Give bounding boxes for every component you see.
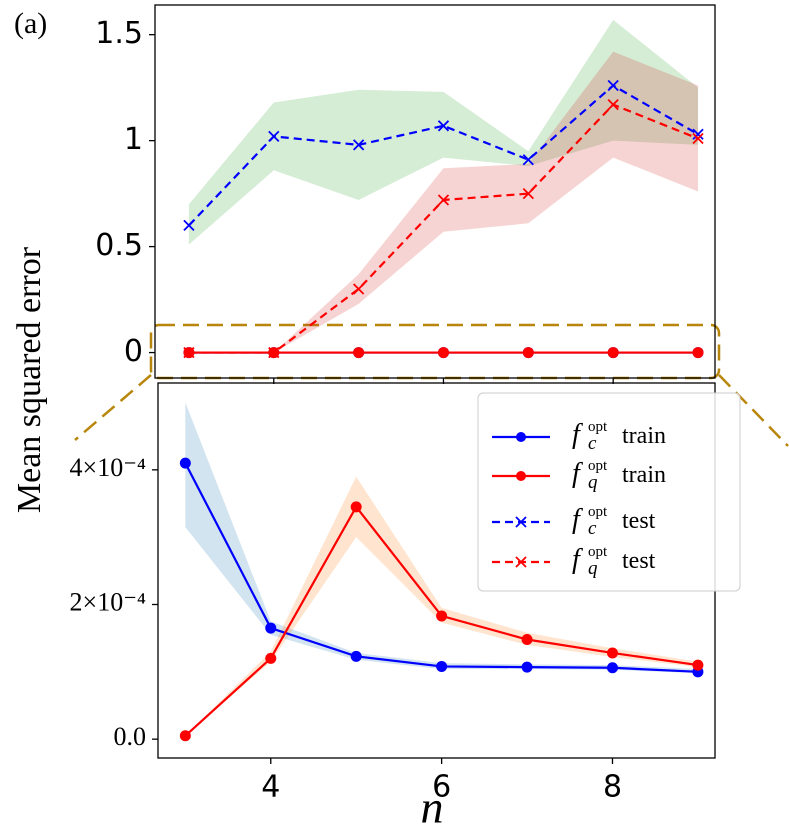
- y-tick-label: 0.5: [95, 228, 143, 263]
- marker: [607, 98, 619, 111]
- marker: [522, 154, 534, 166]
- marker: [268, 130, 280, 143]
- marker: [352, 283, 365, 295]
- legend-marker: [516, 432, 526, 442]
- marker: [607, 347, 619, 359]
- legend-label: f opt c test: [572, 504, 656, 539]
- zoom-connector: [74, 374, 152, 441]
- x-tick-label: 4: [261, 770, 280, 805]
- legend-label: f opt q test: [572, 544, 656, 579]
- marker: [265, 622, 277, 634]
- y-axis-label: Mean squared error: [11, 246, 48, 513]
- legend-label: f opt q train: [572, 458, 666, 493]
- marker: [607, 79, 619, 92]
- marker: [521, 661, 533, 673]
- marker: [437, 194, 450, 206]
- legend-label: f opt c train: [572, 419, 666, 454]
- legend-marker: [515, 516, 527, 528]
- marker: [350, 501, 362, 513]
- y-tick-label: 1: [124, 122, 143, 157]
- marker: [437, 347, 449, 359]
- y-tick-label: 4×10⁻⁴: [70, 453, 146, 482]
- marker: [352, 139, 365, 151]
- marker: [522, 187, 534, 200]
- marker: [606, 647, 618, 659]
- marker: [353, 347, 365, 359]
- marker: [437, 120, 450, 132]
- error-band: [188, 19, 699, 245]
- x-axis-label: n: [421, 782, 444, 833]
- marker: [183, 346, 195, 359]
- legend-marker: [515, 556, 527, 568]
- marker: [522, 347, 534, 359]
- plot-frame: [154, 4, 716, 379]
- marker: [692, 659, 704, 671]
- y-tick-label: 0.0: [114, 722, 147, 751]
- marker: [183, 219, 195, 232]
- legend-frame: [477, 392, 741, 592]
- legend-marker: [516, 471, 526, 481]
- marker: [436, 610, 448, 622]
- marker: [350, 650, 362, 662]
- marker: [179, 457, 191, 469]
- y-tick-label: 0: [124, 334, 143, 369]
- y-tick-label: 2×10⁻⁴: [70, 587, 146, 616]
- marker: [265, 652, 277, 664]
- marker: [436, 660, 448, 672]
- zoom-connector: [718, 374, 789, 447]
- marker: [692, 347, 704, 359]
- marker: [692, 128, 704, 140]
- panel-label: (a): [14, 7, 47, 40]
- x-tick-label: 8: [603, 770, 622, 805]
- marker: [179, 730, 191, 742]
- error-band: [188, 51, 699, 353]
- x-tick-label: 6: [432, 770, 451, 805]
- marker: [606, 662, 618, 674]
- marker: [268, 346, 280, 359]
- y-tick-label: 1.5: [95, 16, 143, 51]
- marker: [692, 132, 704, 145]
- marker: [521, 634, 533, 646]
